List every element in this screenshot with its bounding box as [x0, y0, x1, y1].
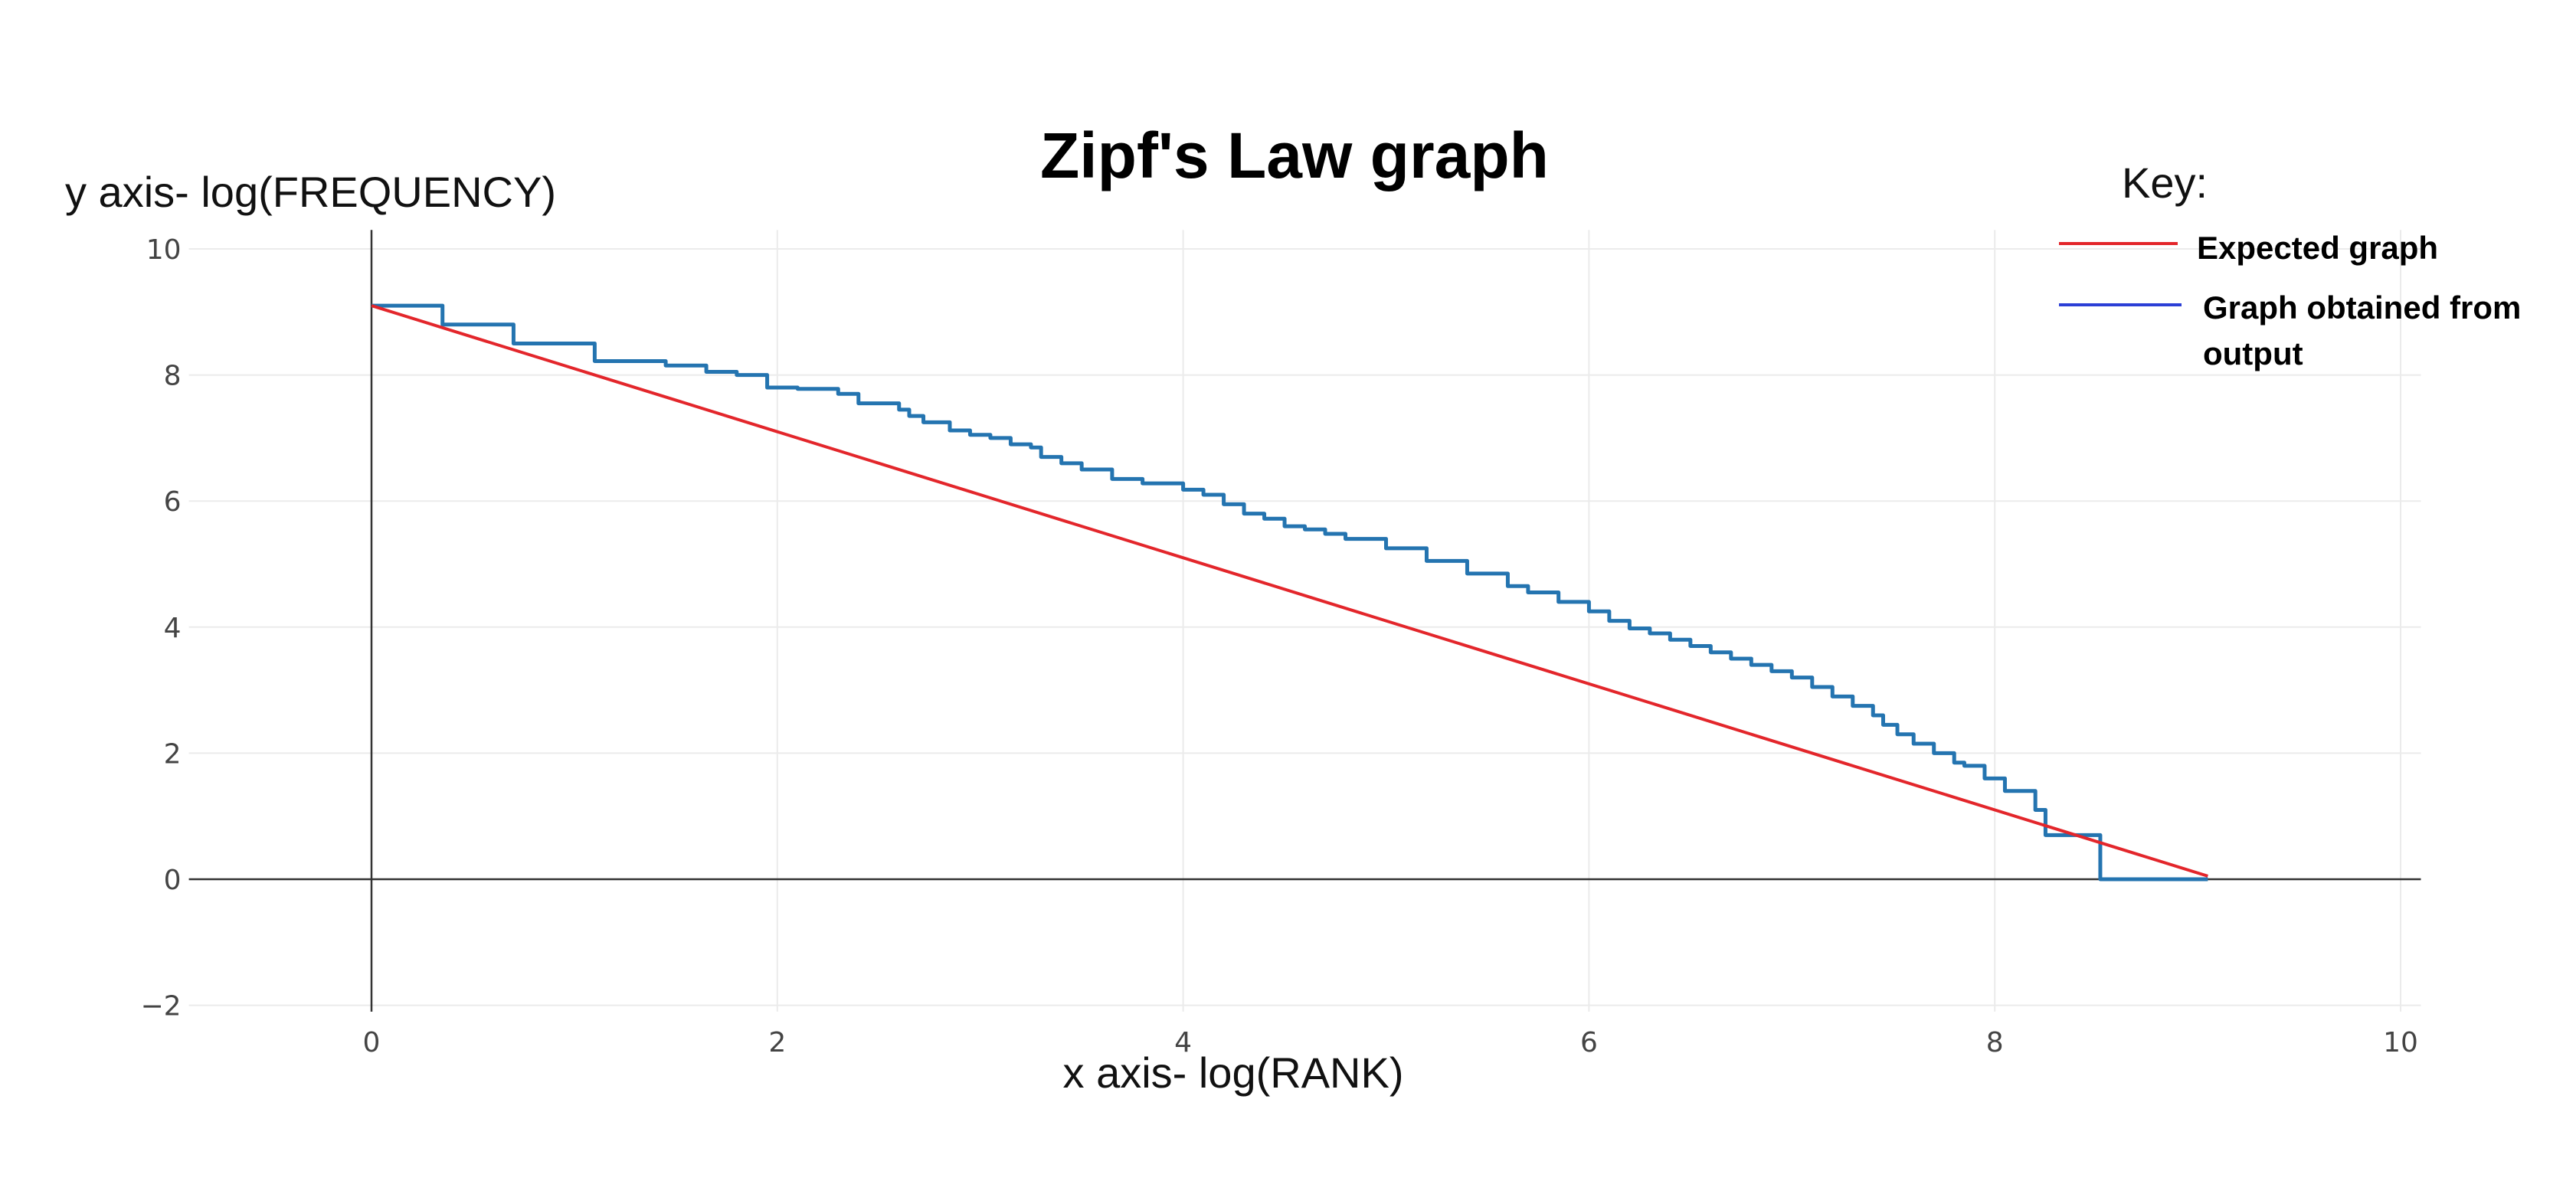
- y-tick-label: 2: [164, 738, 182, 770]
- x-tick-label: 0: [363, 1027, 381, 1058]
- x-tick-label: 2: [768, 1027, 786, 1058]
- zero-axes: [188, 230, 2421, 1012]
- y-tick-label: 6: [164, 486, 182, 518]
- legend-label-output-line-1: Graph obtained from: [2203, 290, 2521, 326]
- x-tick-label: 4: [1174, 1027, 1192, 1058]
- grid: [188, 230, 2421, 1012]
- series-group: [371, 303, 2208, 882]
- chart-title: Zipf's Law graph: [1040, 119, 1549, 191]
- series-line-output: [372, 303, 2208, 882]
- series-line-expected: [371, 304, 2208, 878]
- x-tick-label: 6: [1580, 1027, 1598, 1058]
- legend: Key: Expected graph Graph obtained from …: [2059, 159, 2521, 371]
- y-tick-label: 10: [146, 234, 182, 266]
- y-tick-label: 4: [164, 613, 182, 644]
- legend-label-output-line-2: output: [2203, 335, 2303, 371]
- y-tick-label: 0: [164, 865, 182, 896]
- x-axis-title: x axis- log(RANK): [1063, 1049, 1404, 1097]
- y-tick-label: −2: [141, 991, 182, 1022]
- y-tick-label: 8: [164, 361, 182, 392]
- legend-title: Key:: [2122, 159, 2208, 207]
- tick-labels: 0 2 4 6 8 10 −2 0 2 4 6 8 10: [141, 234, 2418, 1058]
- legend-label-expected: Expected graph: [2197, 230, 2438, 266]
- x-tick-label: 10: [2383, 1027, 2418, 1058]
- x-tick-label: 8: [1986, 1027, 2004, 1058]
- y-axis-title: y axis- log(FREQUENCY): [65, 168, 556, 216]
